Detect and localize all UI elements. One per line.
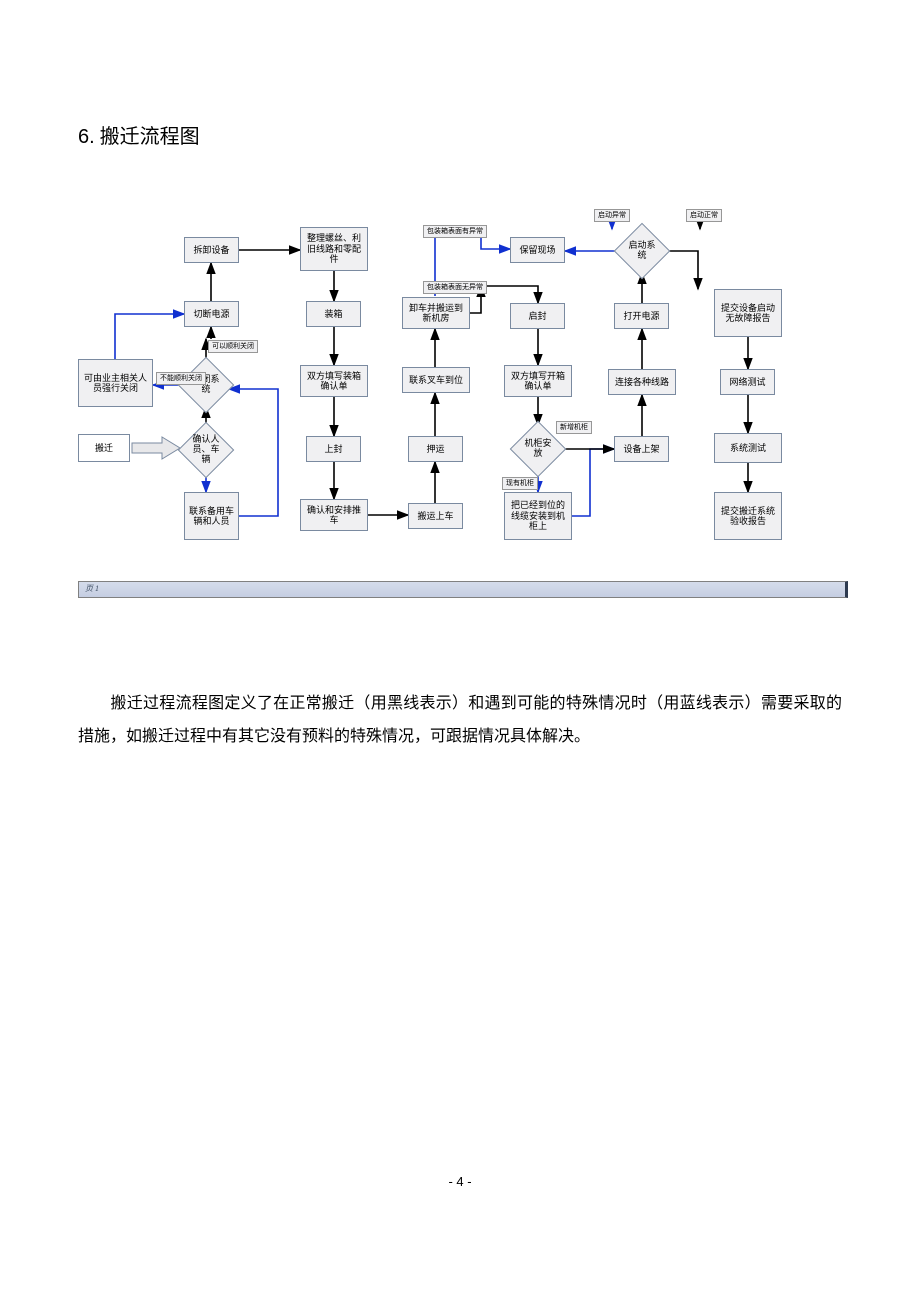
flowchart-step: 提交设备启动无故障报告 — [714, 289, 782, 337]
flowchart-step: 拆卸设备 — [184, 237, 239, 263]
start-arrow-icon — [130, 435, 184, 461]
heading-text: 搬迁流程图 — [100, 126, 200, 148]
flowchart-edge-label: 包装箱表面有异常 — [423, 225, 487, 238]
flowchart-step: 装箱 — [306, 301, 361, 327]
flowchart-step: 设备上架 — [614, 436, 669, 462]
diagram-footer-text: 页 1 — [85, 584, 99, 593]
flowchart-step: 联系叉车到位 — [402, 367, 470, 393]
flowchart-edge-label: 包装箱表面无异常 — [423, 281, 487, 294]
flowchart-step: 搬运上车 — [408, 503, 463, 529]
flowchart: 搬迁 可由业主相关人员强行关闭确认人员、车辆关闭系统 切断电源 拆卸设备联系备用车辆和… — [78, 189, 842, 569]
body-paragraph: 搬迁过程流程图定义了在正常搬迁（用黑线表示）和遇到可能的特殊情况时（用蓝线表示）… — [78, 688, 842, 754]
flowchart-step: 提交搬迁系统验收报告 — [714, 492, 782, 540]
flowchart-step: 保留现场 — [510, 237, 565, 263]
flowchart-edge-label: 可以顺利关闭 — [208, 340, 258, 353]
section-heading: 6. 搬迁流程图 — [78, 120, 842, 149]
flowchart-step: 搬迁 — [78, 434, 130, 462]
flowchart-edge-label: 新增机柜 — [556, 421, 592, 434]
flowchart-step: 押运 — [408, 436, 463, 462]
flowchart-step: 卸车并搬运到新机房 — [402, 297, 470, 329]
flowchart-step: 双方填写开箱确认单 — [504, 365, 572, 397]
flowchart-step: 连接各种线路 — [608, 369, 676, 395]
heading-number: 6. — [78, 126, 95, 148]
flowchart-step: 启封 — [510, 303, 565, 329]
flowchart-step: 打开电源 — [614, 303, 669, 329]
flowchart-decision: 关闭系统 — [186, 365, 226, 405]
flowchart-step: 上封 — [306, 436, 361, 462]
flowchart-edge-label: 启动异常 — [594, 209, 630, 222]
flowchart-step: 确认和安排推车 — [300, 499, 368, 531]
flowchart-decision: 机柜安放 — [518, 429, 558, 469]
flowchart-edge-label: 启动正常 — [686, 209, 722, 222]
flowchart-step: 系统测试 — [714, 433, 782, 463]
flowchart-step: 联系备用车辆和人员 — [184, 492, 239, 540]
flowchart-step: 整理螺丝、利旧线路和零配件 — [300, 227, 368, 271]
flowchart-step: 双方填写装箱确认单 — [300, 365, 368, 397]
paragraph-text: 搬迁过程流程图定义了在正常搬迁（用黑线表示）和遇到可能的特殊情况时（用蓝线表示）… — [78, 695, 842, 745]
flowchart-step: 把已经到位的线缆安装到机柜上 — [504, 492, 572, 540]
flowchart-edge-label: 现有机柜 — [502, 477, 538, 490]
flowchart-decision: 确认人员、车辆 — [186, 430, 226, 470]
flowchart-step: 可由业主相关人员强行关闭 — [78, 359, 153, 407]
diagram-footer-bar: 页 1 — [78, 581, 848, 598]
flowchart-step: 网络测试 — [720, 369, 775, 395]
flowchart-edge-label: 不能顺利关闭 — [156, 372, 206, 385]
flowchart-decision: 启动系统 — [622, 231, 662, 271]
flowchart-step: 切断电源 — [184, 301, 239, 327]
page-number: - 4 - — [78, 1174, 842, 1189]
